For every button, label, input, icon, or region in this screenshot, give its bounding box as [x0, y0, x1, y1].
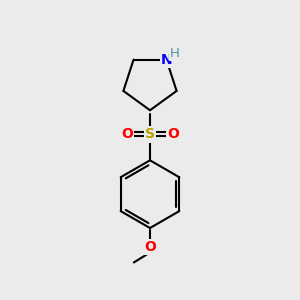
Text: O: O	[121, 128, 133, 141]
Text: O: O	[144, 240, 156, 254]
Text: H: H	[170, 47, 180, 60]
Text: N: N	[160, 52, 172, 67]
Text: S: S	[145, 128, 155, 141]
Text: O: O	[167, 128, 179, 141]
